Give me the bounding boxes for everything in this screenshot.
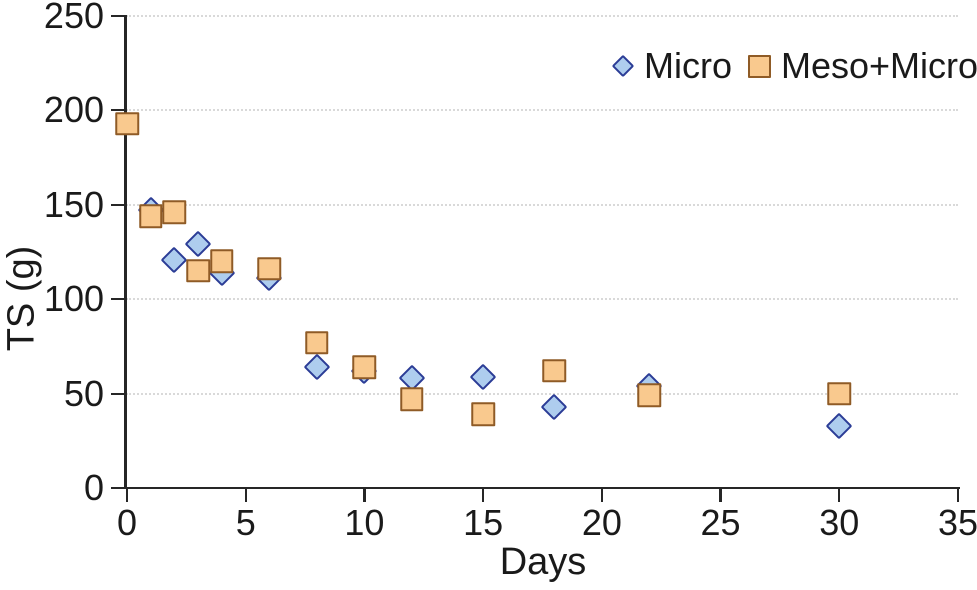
gridline-y-50: [126, 392, 958, 395]
x-tick-label-5: 5: [235, 502, 256, 543]
x-tick-20: [600, 489, 603, 502]
data-point-meso-micro-day-12: [400, 387, 424, 411]
data-point-micro-day-15: [469, 363, 497, 391]
y-tick-150: [111, 203, 124, 206]
legend-item-meso-micro: Meso+Micro: [748, 46, 977, 86]
y-tick-label-0: 0: [83, 467, 104, 508]
gridline-y-100: [126, 298, 958, 301]
data-point-meso-micro-day-10: [352, 355, 377, 379]
data-point-meso-micro-day-2: [162, 200, 187, 225]
y-tick-200: [111, 109, 124, 112]
data-point-meso-micro-day-0: [115, 111, 139, 136]
data-point-meso-micro-day-4: [210, 249, 234, 274]
x-axis-title: Days: [499, 541, 587, 583]
legend-label: Micro: [644, 45, 732, 86]
x-tick-label-25: 25: [700, 502, 741, 543]
data-point-meso-micro-day-1: [138, 204, 163, 228]
x-tick-label-10: 10: [344, 502, 385, 543]
diamond-marker-icon: [611, 54, 635, 78]
y-tick-250: [111, 14, 124, 18]
data-point-meso-micro-day-3: [186, 259, 210, 283]
data-point-meso-micro-day-15: [471, 402, 495, 427]
x-tick-label-15: 15: [463, 502, 504, 543]
data-point-meso-micro-day-30: [827, 381, 852, 406]
y-tick-0: [111, 486, 124, 490]
data-point-micro-day-3: [184, 231, 212, 258]
x-tick-35: [956, 489, 960, 502]
x-tick-5: [244, 489, 247, 502]
y-tick-label-100: 100: [43, 278, 104, 320]
data-point-meso-micro-day-18: [542, 359, 567, 383]
legend-label: Meso+Micro: [781, 45, 977, 86]
data-point-meso-micro-day-22: [637, 383, 662, 408]
x-tick-10: [363, 489, 366, 502]
y-tick-label-200: 200: [43, 89, 104, 131]
y-tick-label-50: 50: [63, 372, 104, 414]
y-tick-label-250: 250: [43, 0, 104, 36]
data-point-meso-micro-day-6: [257, 257, 282, 281]
y-axis-line: [124, 15, 127, 489]
x-tick-25: [719, 489, 722, 502]
square-marker-icon: [748, 54, 771, 78]
x-tick-label-35: 35: [937, 502, 977, 543]
x-tick-label-0: 0: [116, 502, 138, 543]
data-point-micro-day-2: [161, 246, 188, 273]
x-axis-line: [113, 486, 960, 489]
data-point-meso-micro-day-8: [305, 330, 329, 355]
y-tick-50: [111, 392, 124, 395]
gridline-y-200: [126, 109, 958, 112]
x-tick-15: [482, 489, 485, 502]
x-tick-label-30: 30: [819, 502, 860, 543]
x-tick-0: [125, 489, 129, 502]
data-point-micro-day-30: [825, 412, 853, 440]
legend-item-micro: Micro: [611, 45, 732, 86]
data-point-micro-day-8: [303, 353, 331, 381]
x-tick-30: [838, 489, 841, 502]
x-tick-label-20: 20: [581, 502, 622, 543]
y-tick-100: [111, 298, 124, 301]
legend: Micro Meso+Micro: [611, 45, 977, 86]
gridline-y-150: [126, 203, 958, 206]
gridline-y-250: [126, 15, 958, 17]
data-point-micro-day-18: [540, 393, 568, 421]
y-tick-label-150: 150: [43, 183, 104, 225]
